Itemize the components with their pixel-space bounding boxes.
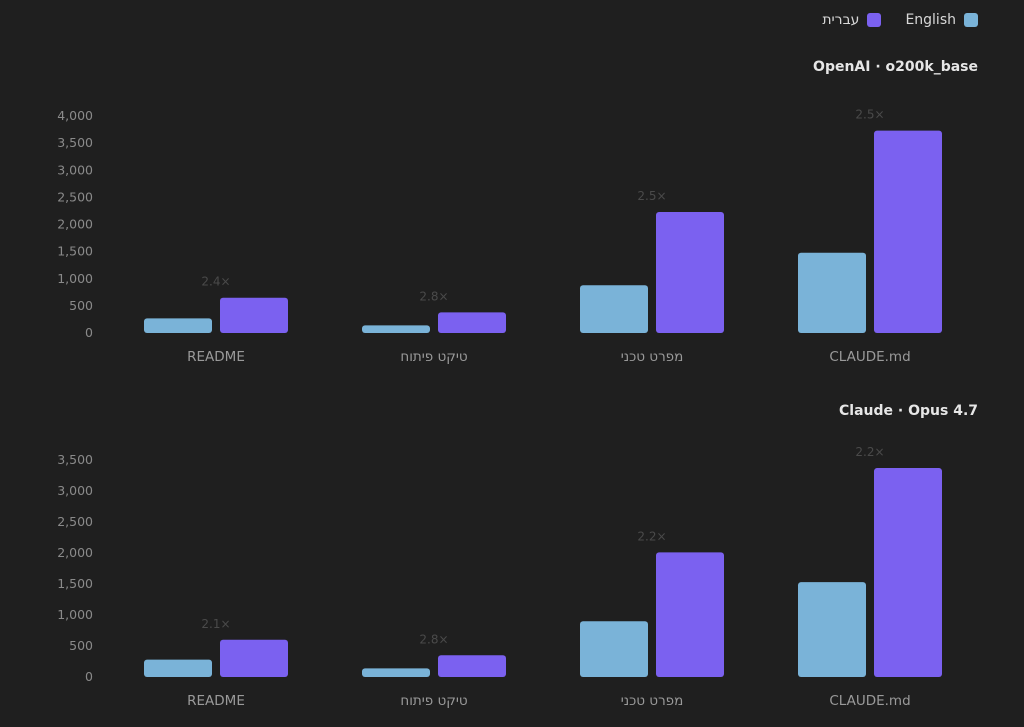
ratio-annotation: 2.5×	[637, 189, 666, 203]
ratio-annotation: 2.2×	[855, 445, 884, 459]
y-tick-label: 1,500	[57, 576, 93, 591]
y-tick-label: 2,000	[57, 217, 93, 232]
y-tick-label: 2,500	[57, 189, 93, 204]
y-tick-label: 3,500	[57, 135, 93, 150]
y-tick-label: 3,500	[57, 452, 93, 467]
bar-english[interactable]	[144, 318, 212, 333]
bar-english[interactable]	[580, 285, 648, 333]
ratio-annotation: 2.5×	[855, 108, 884, 122]
y-tick-label: 4,000	[57, 108, 93, 123]
bar-english[interactable]	[144, 659, 212, 677]
y-tick-label: 3,000	[57, 483, 93, 498]
bar-hebrew[interactable]	[438, 312, 506, 333]
category-label: טיקט פיתוח	[400, 693, 467, 709]
bar-english[interactable]	[798, 582, 866, 677]
category-label: CLAUDE.md	[829, 349, 910, 365]
category-label: מפרט טכני	[621, 349, 684, 365]
category-label: CLAUDE.md	[829, 693, 910, 709]
y-tick-label: 0	[85, 669, 93, 684]
ratio-annotation: 2.8×	[419, 289, 448, 303]
legend-label-hebrew: עברית	[822, 12, 860, 28]
bar-english[interactable]	[362, 325, 430, 333]
category-label: README	[187, 693, 245, 709]
bar-hebrew[interactable]	[656, 212, 724, 333]
bar-hebrew[interactable]	[874, 468, 942, 677]
y-tick-label: 500	[69, 638, 93, 653]
y-tick-label: 0	[85, 325, 93, 340]
y-tick-label: 500	[69, 298, 93, 313]
legend-swatch-hebrew	[867, 13, 882, 27]
ratio-annotation: 2.2×	[637, 529, 666, 543]
y-tick-label: 1,500	[57, 244, 93, 259]
y-tick-label: 2,000	[57, 545, 93, 560]
bar-hebrew[interactable]	[656, 552, 724, 677]
y-tick-label: 1,000	[57, 271, 93, 286]
ratio-annotation: 2.4×	[201, 275, 230, 289]
ratio-annotation: 2.8×	[419, 632, 448, 646]
bar-hebrew[interactable]	[438, 655, 506, 677]
category-label: טיקט פיתוח	[400, 349, 467, 365]
bar-english[interactable]	[798, 252, 866, 333]
bar-hebrew[interactable]	[220, 639, 288, 677]
legend-label-english: English	[905, 12, 956, 28]
chart-title-claude: Claude · Opus 4.7	[839, 403, 978, 419]
legend-item-hebrew[interactable]: עברית	[822, 12, 882, 28]
bar-hebrew[interactable]	[220, 297, 288, 333]
chart-title-openai: OpenAI · o200k_base	[813, 59, 978, 75]
legend-swatch-english	[964, 13, 978, 27]
y-tick-label: 2,500	[57, 514, 93, 529]
category-label: מפרט טכני	[621, 693, 684, 709]
chart-legend: עברית English	[822, 12, 978, 28]
openai-bar-chart: 0 500 1,000 1,500 2,000 2,500 3,000 3,500 4,000 2…	[57, 108, 942, 365]
bar-english[interactable]	[580, 621, 648, 677]
bar-english[interactable]	[362, 668, 430, 677]
category-label: README	[187, 349, 245, 365]
y-tick-label: 3,000	[57, 162, 93, 177]
ratio-annotation: 2.1×	[201, 617, 230, 631]
y-tick-label: 1,000	[57, 607, 93, 622]
bar-hebrew[interactable]	[874, 130, 942, 333]
legend-item-english[interactable]: English	[905, 12, 978, 28]
